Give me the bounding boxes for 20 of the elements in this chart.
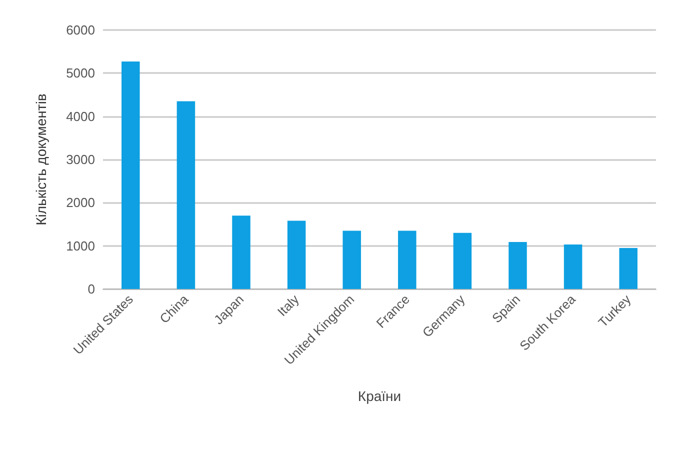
bar bbox=[232, 216, 250, 289]
x-axis-title: Країни bbox=[358, 388, 402, 404]
bar bbox=[342, 230, 361, 289]
bar bbox=[508, 242, 527, 289]
bar bbox=[287, 220, 306, 289]
bar bbox=[176, 101, 196, 289]
y-tick-label: 6000 bbox=[66, 22, 95, 38]
y-tick-label: 1000 bbox=[66, 238, 95, 254]
x-tick-label: Italy bbox=[274, 291, 302, 320]
bar bbox=[398, 230, 416, 289]
bar bbox=[122, 62, 140, 289]
bar bbox=[453, 232, 472, 289]
bar bbox=[564, 244, 582, 289]
y-axis-title: Кількість документів bbox=[33, 94, 49, 226]
bar bbox=[619, 248, 638, 289]
y-tick-label: 2000 bbox=[66, 195, 95, 210]
y-tick-label: 3000 bbox=[66, 152, 95, 167]
y-tick-label: 5000 bbox=[66, 66, 95, 81]
y-tick-label: 0 bbox=[88, 282, 95, 296]
y-tick-label: 4000 bbox=[66, 108, 95, 124]
